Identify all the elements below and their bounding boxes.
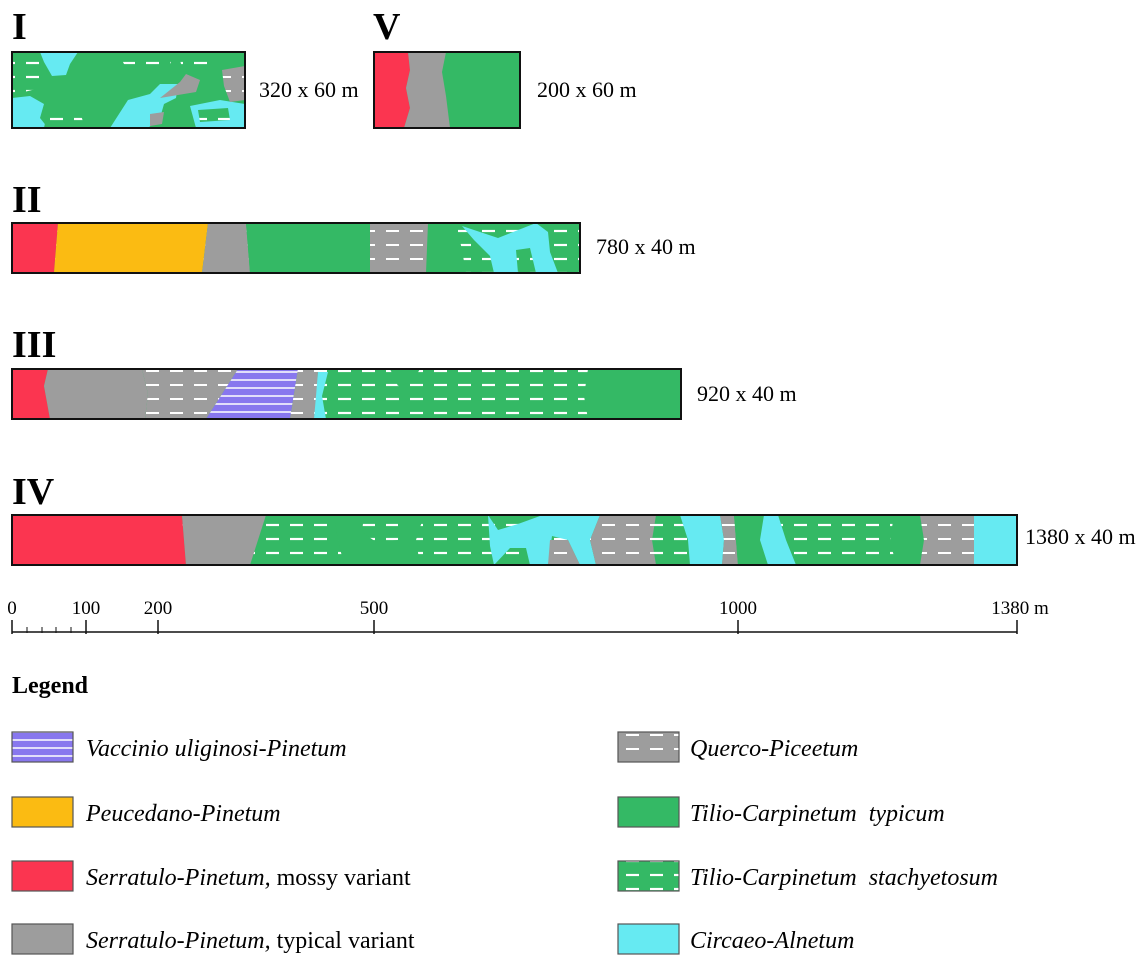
transect-II: II 780 x 40 m bbox=[11, 179, 696, 274]
zone-tilio-typicum bbox=[734, 515, 768, 565]
zone-tilio-typicum bbox=[246, 223, 370, 273]
scale-bar: 0 100 200 500 1000 1380 m bbox=[7, 598, 1049, 634]
scale-label: 1000 bbox=[719, 598, 757, 619]
transect-III: III 920 x 40 m bbox=[11, 324, 797, 420]
transect-I: I 320 x 60 m bbox=[11, 6, 359, 129]
zone-serratulo-typical bbox=[160, 74, 200, 98]
zone-vaccinio-uliginosi bbox=[206, 369, 298, 419]
zone-circaeo-alnetum bbox=[680, 515, 724, 565]
scale-label: 0 bbox=[7, 598, 17, 619]
zone-serratulo-mossy bbox=[12, 223, 58, 273]
zone-peucedano-pinetum bbox=[54, 223, 208, 273]
transect-dimensions: 1380 x 40 m bbox=[1025, 524, 1136, 549]
legend-label: Tilio-Carpinetum stachyetosum bbox=[690, 865, 998, 891]
zone-querco-piceetum bbox=[290, 369, 318, 419]
transect-frame bbox=[11, 368, 682, 420]
legend-label: Vaccinio uliginosi-Pinetum bbox=[86, 736, 347, 762]
zone-querco-piceetum bbox=[222, 66, 245, 102]
legend-label: Serratulo-Pinetum, mossy variant bbox=[86, 865, 411, 891]
legend-item-circaeo: Circaeo-Alnetum bbox=[617, 923, 854, 955]
legend: Legend Vaccinio uliginosi-Pinetum Peuced… bbox=[11, 673, 998, 955]
zone-serratulo-typical bbox=[404, 52, 450, 128]
zone-tilio-stachyetosum bbox=[44, 108, 85, 128]
legend-item-serratulo-mossy: Serratulo-Pinetum, mossy variant bbox=[11, 860, 411, 892]
legend-swatch bbox=[11, 923, 74, 955]
zone-circaeo-alnetum bbox=[110, 84, 178, 128]
zone-circaeo-alnetum bbox=[488, 515, 600, 565]
transect-V: V 200 x 60 m bbox=[373, 6, 637, 129]
zone-serratulo-mossy bbox=[12, 515, 186, 565]
legend-swatch bbox=[11, 796, 74, 828]
legend-label: Circaeo-Alnetum bbox=[690, 928, 854, 954]
legend-item-peucedano: Peucedano-Pinetum bbox=[11, 796, 281, 828]
transect-frame bbox=[11, 222, 581, 274]
transect-dimensions: 780 x 40 m bbox=[596, 234, 696, 259]
legend-item-tilio-stachyetosum: Tilio-Carpinetum stachyetosum bbox=[617, 860, 998, 892]
legend-swatch bbox=[617, 731, 680, 763]
zone-tilio-typicum bbox=[334, 515, 424, 565]
legend-swatch bbox=[617, 796, 680, 828]
zone-tilio-typicum bbox=[426, 223, 466, 273]
legend-item-tilio-typicum: Tilio-Carpinetum typicum bbox=[617, 796, 945, 828]
transect-dimensions: 920 x 40 m bbox=[697, 381, 797, 406]
scale-label: 200 bbox=[144, 598, 173, 619]
transect-IV: IV 1380 x 40 m bbox=[11, 471, 1136, 566]
legend-swatch bbox=[11, 860, 74, 892]
legend-item-querco: Querco-Piceetum bbox=[617, 731, 858, 763]
transect-label: V bbox=[373, 6, 401, 48]
zone-circaeo-alnetum bbox=[462, 223, 558, 273]
transect-label: II bbox=[12, 179, 42, 221]
zone-circaeo-alnetum bbox=[974, 515, 1017, 565]
legend-swatch bbox=[617, 860, 680, 892]
zone-querco-piceetum bbox=[720, 515, 738, 565]
scale-end-label: 1380 m bbox=[991, 598, 1049, 619]
transect-frame bbox=[11, 51, 246, 129]
legend-swatch bbox=[617, 923, 680, 955]
transect-label: I bbox=[12, 6, 27, 48]
zone-circaeo-alnetum bbox=[314, 372, 328, 419]
scale-label: 100 bbox=[72, 598, 101, 619]
zone-serratulo-typical bbox=[182, 515, 266, 565]
legend-item-vaccinio: Vaccinio uliginosi-Pinetum bbox=[11, 731, 347, 763]
zone-tilio-typicum bbox=[890, 515, 924, 565]
transect-frame bbox=[373, 51, 521, 129]
zone-serratulo-mossy bbox=[12, 369, 50, 419]
zone-tilio-stachyetosum bbox=[178, 52, 214, 72]
zone-serratulo-mossy bbox=[374, 52, 410, 128]
scale-label: 500 bbox=[360, 598, 389, 619]
zone-querco-piceetum bbox=[548, 540, 580, 565]
legend-label: Querco-Piceetum bbox=[690, 736, 858, 762]
zone-tilio-stachyetosum bbox=[118, 52, 175, 72]
zone-serratulo-typical bbox=[202, 223, 250, 273]
legend-title: Legend bbox=[12, 673, 89, 699]
zone-tilio-stachyetosum bbox=[198, 108, 230, 122]
legend-item-serratulo-typical: Serratulo-Pinetum, typical variant bbox=[11, 923, 415, 955]
zone-serratulo-typical bbox=[150, 112, 164, 126]
zone-tilio-typicum bbox=[584, 369, 681, 419]
legend-label: Serratulo-Pinetum, typical variant bbox=[86, 928, 415, 954]
zone-querco-piceetum bbox=[370, 223, 428, 273]
zone-circaeo-alnetum bbox=[12, 96, 48, 128]
zone-circaeo-alnetum bbox=[40, 52, 78, 76]
zone-querco-piceetum bbox=[590, 515, 656, 565]
legend-swatch bbox=[11, 731, 74, 763]
transect-frame bbox=[11, 514, 1018, 566]
zone-querco-piceetum bbox=[920, 515, 974, 565]
zone-tilio-stachyetosum bbox=[12, 52, 48, 95]
transect-dimensions: 200 x 60 m bbox=[537, 77, 637, 102]
zone-circaeo-alnetum bbox=[760, 515, 796, 565]
legend-label: Tilio-Carpinetum typicum bbox=[690, 801, 945, 827]
transect-label: III bbox=[12, 324, 56, 366]
zone-serratulo-typical bbox=[44, 369, 148, 419]
zone-tilio-typicum bbox=[390, 369, 420, 386]
transect-label: IV bbox=[12, 471, 55, 513]
legend-label: Peucedano-Pinetum bbox=[85, 801, 281, 827]
transect-dimensions: 320 x 60 m bbox=[259, 77, 359, 102]
